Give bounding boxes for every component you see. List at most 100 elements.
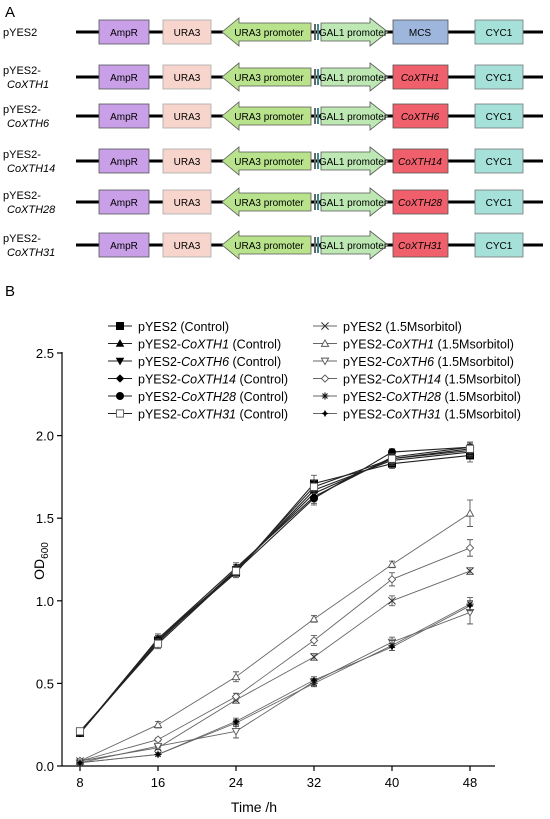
data-point [310, 653, 318, 661]
series-line [79, 446, 471, 734]
gal1-promoter-label: GAL1 promoter [319, 28, 388, 39]
series-line [79, 449, 471, 734]
construct-row: pYES2- CoXTH6 AmpR URA3 URA3 promoter GAL1 pr… [3, 101, 543, 131]
legend-marker [320, 357, 330, 366]
gal1-promoter-arrow [320, 230, 389, 260]
data-point [387, 575, 397, 584]
ura3-promoter-label: URA3 promoter [234, 157, 304, 168]
data-point [153, 735, 163, 744]
ura3-box [162, 232, 212, 258]
ura3-label: URA3 [174, 73, 201, 84]
legend-item: pYES2-CoXTH14 (Control) [108, 373, 288, 387]
ampr-label: AmpR [110, 112, 138, 123]
cyc1-box [474, 232, 524, 258]
legend-label: pYES2-CoXTH31 (Control) [138, 408, 288, 422]
ampr-box [98, 232, 150, 258]
ura3-promoter-arrow [221, 146, 312, 176]
series-2 [75, 446, 475, 737]
ura3-label: URA3 [174, 241, 201, 252]
construct-name-gene: CoXTH14 [7, 163, 55, 175]
ura3-box [162, 103, 212, 129]
cyc1-label: CYC1 [486, 241, 513, 252]
marker-bar [317, 194, 319, 210]
cyc1-box [474, 148, 524, 174]
series-8 [75, 499, 475, 765]
ura3-promoter-arrow [221, 230, 312, 260]
data-point [231, 672, 241, 681]
legend-marker [321, 392, 329, 400]
data-point [309, 494, 318, 503]
x-tick-label: 32 [307, 775, 321, 790]
ura3-box [162, 148, 212, 174]
data-point [388, 596, 396, 605]
gal1-promoter-label: GAL1 promoter [319, 241, 388, 252]
ura3-label: URA3 [174, 112, 201, 123]
construct-name-gene: CoXTH28 [7, 204, 56, 216]
insert-label: CoXTH28 [398, 198, 442, 209]
y-tick-label: 2.0 [36, 429, 54, 444]
data-point [154, 750, 162, 759]
legend-label: pYES2 (1.5Msorbitol) [343, 320, 462, 334]
insert-label: MCS [409, 28, 432, 39]
data-point [153, 720, 163, 729]
data-point [309, 636, 319, 645]
ampr-label: AmpR [110, 28, 138, 39]
y-tick-label: 0.0 [36, 759, 54, 774]
data-point [153, 639, 163, 648]
ampr-label: AmpR [110, 73, 138, 84]
series-line [79, 611, 471, 764]
series-3 [75, 445, 475, 738]
svg-text:OD600: OD600 [31, 542, 51, 580]
data-point [465, 508, 475, 517]
insert-box [392, 189, 449, 215]
ura3-box [162, 189, 212, 215]
legend-marker [115, 357, 125, 366]
marker-bar [317, 237, 319, 253]
construct-name-gene: CoXTH1 [7, 79, 49, 91]
series-11 [76, 597, 474, 767]
series-5 [76, 441, 474, 737]
panel-a-label: A [5, 4, 15, 21]
insert-label: CoXTH14 [398, 157, 442, 168]
chart-plot-area [75, 441, 475, 768]
construct-name: pYES2 [3, 27, 37, 39]
series-line [79, 451, 471, 734]
data-point [231, 727, 241, 736]
series-line [79, 512, 471, 762]
marker-bar [314, 69, 316, 85]
series-line [79, 547, 471, 762]
cyc1-box [474, 103, 524, 129]
y-tick-label: 1.0 [36, 594, 54, 609]
cyc1-label: CYC1 [486, 28, 513, 39]
y-tick-label: 1.5 [36, 511, 54, 526]
ura3-promoter-label: URA3 promoter [234, 241, 304, 252]
series-12 [76, 600, 474, 767]
legend-marker [320, 338, 330, 347]
marker-bar [317, 24, 319, 40]
legend-label: pYES2-CoXTH6 (Control) [138, 355, 281, 369]
x-tick-label: 40 [385, 775, 399, 790]
legend-item: pYES2-CoXTH6 (1.5Msorbitol) [313, 355, 514, 369]
marker-bar [317, 69, 319, 85]
ampr-box [98, 148, 150, 174]
gal1-promoter-arrow [320, 101, 389, 131]
legend-item: pYES2-CoXTH1 (Control) [108, 338, 281, 352]
construct-name-gene: CoXTH31 [7, 247, 55, 259]
construct-name: pYES2- [3, 149, 41, 161]
construct-row: pYES2- CoXTH31 AmpR URA3 URA3 promoter GAL1 p… [3, 230, 543, 260]
data-point [309, 614, 319, 623]
ampr-box [98, 19, 150, 45]
insert-label: CoXTH1 [401, 73, 439, 84]
legend-item: pYES2-CoXTH1 (1.5Msorbitol) [313, 338, 514, 352]
data-point [231, 692, 241, 701]
chart-axes: 0.0 0.5 1.0 1.5 2.0 2.5 8 16 24 32 40 48 [36, 346, 495, 790]
cyc1-box [474, 189, 524, 215]
marker-bar [314, 108, 316, 124]
legend-item: pYES2-CoXTH28 (1.5Msorbitol) [313, 390, 521, 404]
legend-item: pYES2-CoXTH31 (1.5Msorbitol) [313, 408, 521, 422]
gal1-promoter-label: GAL1 promoter [319, 73, 388, 84]
legend-item: pYES2 (Control) [108, 320, 229, 334]
legend-label: pYES2 (Control) [138, 320, 229, 334]
construct-row: pYES2- CoXTH14 AmpR URA3 URA3 promoter GAL1 p… [3, 146, 543, 176]
data-point [309, 482, 319, 491]
